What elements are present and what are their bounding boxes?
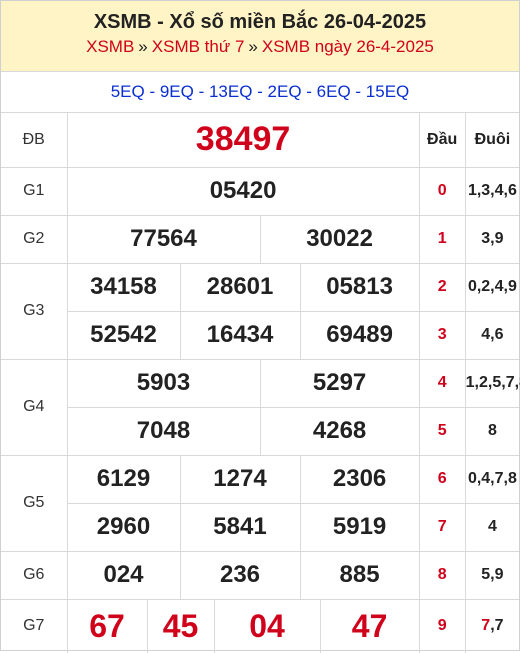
row-g7: G7 67 45 04 47 9 7,7 (1, 598, 520, 653)
breadcrumb-date-link[interactable]: XSMB ngày 26-4-2025 (261, 37, 434, 56)
breadcrumb: XSMB» XSMB thứ 7» XSMB ngày 26-4-2025 (1, 35, 519, 59)
prize-number: 30022 (259, 214, 420, 264)
loto-dau: 3 (418, 310, 466, 360)
row-g5-a: G5 6129 1274 2306 6 0,4,7,8 (1, 454, 520, 552)
prize-number: 52542 (67, 310, 181, 360)
prize-number: 236 (179, 550, 301, 600)
prize-number: 024 (66, 550, 181, 600)
results-header: XSMB - Xổ số miền Bắc 26-04-2025 XSMB» XS… (1, 1, 519, 72)
loto-duoi: 5,9 (464, 550, 520, 600)
loto-duoi: 4,6 (464, 310, 520, 360)
prize-label: G3 (1, 262, 68, 360)
row-g1: G1 05420 0 1,3,4,6 (1, 166, 520, 216)
results-table: ĐB 38497 Đầu Đuôi G1 05420 0 1,3,4,6 G2 … (1, 113, 520, 653)
prize-number: 47 (319, 598, 420, 653)
prize-number: 67 (66, 598, 148, 653)
prize-number: 05813 (299, 262, 420, 312)
loto-duoi: 7,7 (464, 598, 520, 653)
prize-number: 7048 (67, 406, 261, 456)
prize-number: 4268 (259, 406, 420, 456)
loto-duoi: 4 (464, 502, 520, 552)
prize-number: 04 (213, 598, 321, 653)
loto-dau: 9 (418, 598, 466, 653)
loto-dau: 8 (418, 550, 466, 600)
prize-number: 2306 (299, 454, 420, 504)
special-prize-number: 38497 (66, 113, 420, 168)
prize-number: 5841 (179, 502, 301, 552)
row-g2: G2 77564 30022 1 3,9 (1, 214, 520, 264)
loto-duoi: 8 (464, 406, 520, 456)
row-g6: G6 024 236 885 8 5,9 (1, 550, 520, 600)
breadcrumb-weekday-link[interactable]: XSMB thứ 7 (151, 37, 245, 56)
prize-number: 5919 (299, 502, 420, 552)
loto-dau: 7 (418, 502, 466, 552)
loto-duoi: 1,3,4,6 (464, 166, 520, 216)
page-title: XSMB - Xổ số miền Bắc 26-04-2025 (93, 11, 427, 33)
loto-duoi-rest: ,7 (490, 617, 504, 635)
row-db: ĐB 38497 Đầu Đuôi (1, 113, 520, 168)
breadcrumb-separator: » (138, 37, 148, 56)
prize-number: 28601 (179, 262, 301, 312)
prize-label: G5 (1, 454, 68, 552)
prize-number: 1274 (179, 454, 301, 504)
prize-number: 34158 (66, 262, 181, 312)
prize-number: 5903 (66, 358, 261, 408)
loto-dau: 4 (418, 358, 466, 408)
prize-number: 6129 (66, 454, 181, 504)
prize-number: 45 (146, 598, 215, 653)
prize-number: 77564 (66, 214, 261, 264)
loto-dau: 6 (418, 454, 466, 504)
loto-dau: 1 (418, 214, 466, 264)
prize-number: 16434 (179, 310, 301, 360)
row-g3-a: G3 34158 28601 05813 2 0,2,4,9 (1, 262, 520, 360)
loto-duoi: 0,2,4,9 (464, 262, 520, 312)
breadcrumb-xsmb-link[interactable]: XSMB (86, 37, 135, 56)
loto-dau: 5 (418, 406, 466, 456)
row-g4-b: 7048 4268 5 8 (1, 406, 520, 456)
dau-header: Đầu (418, 113, 466, 168)
prize-number: 05420 (66, 166, 420, 216)
prize-label: G6 (1, 550, 68, 600)
prize-label: ĐB (1, 113, 68, 168)
loto-duoi: 1,2,5,7,8 (464, 358, 520, 408)
prize-label: G4 (1, 358, 68, 456)
row-g4-a: G4 5903 5297 4 1,2,5,7,8 (1, 358, 520, 456)
duoi-header: Đuôi (464, 113, 520, 168)
loto-dau: 0 (418, 166, 466, 216)
prize-label: G1 (1, 166, 68, 216)
prize-label: G2 (1, 214, 68, 264)
prize-number: 2960 (67, 502, 181, 552)
breadcrumb-separator: » (248, 37, 258, 56)
loto-duoi-highlight: 7 (481, 617, 491, 635)
loto-duoi: 3,9 (464, 214, 520, 264)
loto-dau: 2 (418, 262, 466, 312)
row-g3-b: 52542 16434 69489 3 4,6 (1, 310, 520, 360)
prize-number: 885 (299, 550, 420, 600)
prize-label: G7 (1, 598, 68, 653)
prize-number: 5297 (259, 358, 420, 408)
row-g5-b: 2960 5841 5919 7 4 (1, 502, 520, 552)
prize-number: 69489 (299, 310, 420, 360)
prize-codes: 5EQ - 9EQ - 13EQ - 2EQ - 6EQ - 15EQ (1, 72, 519, 113)
loto-duoi: 0,4,7,8 (464, 454, 520, 504)
